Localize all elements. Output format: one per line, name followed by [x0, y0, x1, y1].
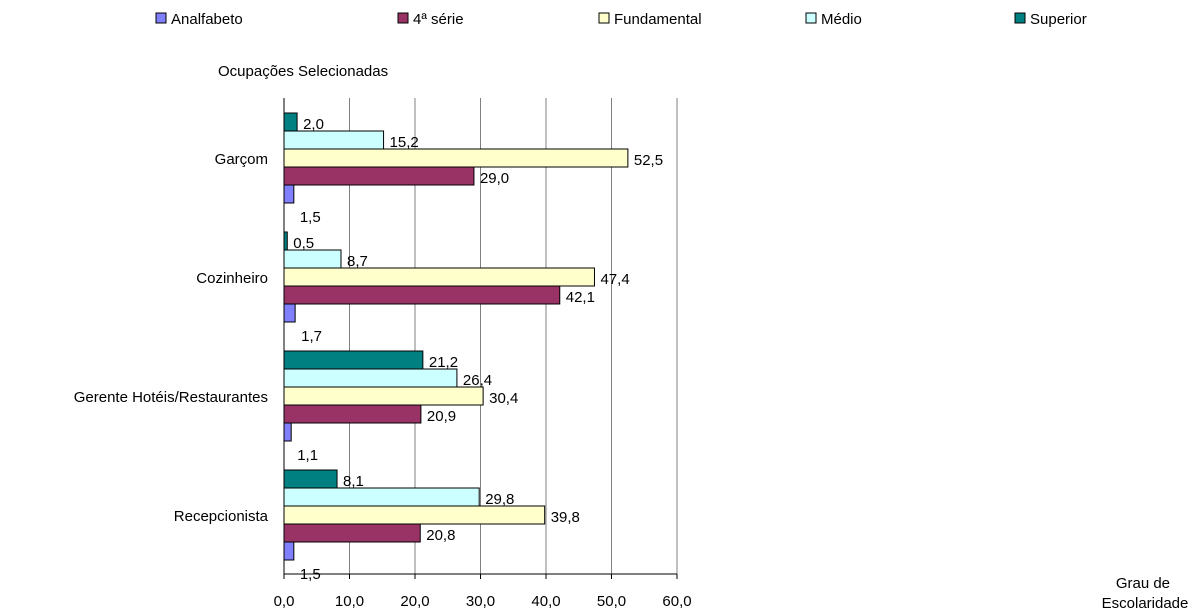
bar-medio-gerente-hoteis-restaurantes: [283, 368, 458, 388]
x-tick-label: 0,0: [274, 593, 295, 610]
x-tick-label: 10,0: [335, 593, 364, 610]
data-label: 1,7: [301, 328, 322, 345]
bar-analfabeto-gerente-hoteis-restaurantes: [283, 422, 292, 442]
legend-label: Superior: [1030, 11, 1087, 28]
value-labels: 2,0 15,2 52,5 29,0 1,5 0,5 8,7 47,4 42,1 1,7 21,2 2…: [293, 116, 663, 583]
bar-medio-garcom: [283, 130, 385, 150]
data-label: 29,8: [485, 491, 514, 508]
x-tick-label: 40,0: [531, 593, 560, 610]
data-label: 0,5: [293, 235, 314, 252]
data-label: 2,0: [303, 116, 324, 133]
bar-fundamental-cozinheiro: [283, 267, 595, 287]
data-label: 8,7: [347, 253, 368, 270]
bars: [283, 112, 629, 561]
legend-item-fundamental: Fundamental: [598, 11, 702, 28]
data-label: 20,9: [427, 408, 456, 425]
data-label: 1,5: [300, 209, 321, 226]
legend-swatch: [598, 12, 610, 24]
legend-item-medio: Médio: [805, 11, 862, 28]
legend-swatch: [1014, 12, 1026, 24]
bar-analfabeto-garcom: [283, 184, 295, 204]
bar-4-serie-cozinheiro: [283, 285, 561, 305]
bar-superior-recepcionista: [283, 469, 338, 489]
bar-analfabeto-recepcionista: [283, 541, 295, 561]
x-tick-label: 20,0: [400, 593, 429, 610]
data-label: 26,4: [463, 372, 492, 389]
data-label: 42,1: [566, 289, 595, 306]
x-axis-title-line-1: Grau de: [1116, 575, 1170, 592]
bar-superior-gerente-hoteis-restaurantes: [283, 350, 424, 370]
bar-analfabeto-cozinheiro: [283, 303, 296, 323]
data-label: 20,8: [426, 527, 455, 544]
bar-4-serie-gerente-hoteis-restaurantes: [283, 404, 422, 424]
category-label-recepcionista: Recepcionista: [174, 508, 269, 525]
y-axis-title: Ocupações Selecionadas: [218, 63, 388, 80]
x-tick-label: 30,0: [466, 593, 495, 610]
legend-label: Médio: [821, 11, 862, 28]
data-label: 47,4: [600, 271, 629, 288]
legend-label: Analfabeto: [171, 11, 243, 28]
bar-fundamental-garcom: [283, 148, 629, 168]
data-label: 52,5: [634, 152, 663, 169]
legend-swatch: [155, 12, 167, 24]
category-label-cozinheiro: Cozinheiro: [196, 270, 268, 287]
x-axis-title: Grau de Escolaridade: [1102, 575, 1189, 612]
legend-label: 4ª série: [413, 11, 464, 28]
category-labels: Garçom Cozinheiro Gerente Hotéis/Restauran…: [74, 151, 269, 525]
legend: Analfabeto 4ª série Fundamental Médio Superi…: [155, 11, 1087, 28]
data-label: 21,2: [429, 354, 458, 371]
data-label: 15,2: [390, 134, 419, 151]
category-label-gerente-hoteis-restaurantes: Gerente Hotéis/Restaurantes: [74, 389, 268, 406]
x-tick-labels: 0,0 10,0 20,0 30,0 40,0 50,0 60,0: [274, 593, 692, 610]
legend-swatch: [397, 12, 409, 24]
bar-fundamental-gerente-hoteis-restaurantes: [283, 386, 484, 406]
data-label: 1,5: [300, 566, 321, 583]
legend-item-analfabeto: Analfabeto: [155, 11, 243, 28]
data-label: 39,8: [551, 509, 580, 526]
legend-label: Fundamental: [614, 11, 702, 28]
bar-medio-recepcionista: [283, 487, 480, 507]
bar-4-serie-recepcionista: [283, 523, 421, 543]
bar-medio-cozinheiro: [283, 249, 342, 269]
data-label: 30,4: [489, 390, 518, 407]
category-label-garcom: Garçom: [215, 151, 268, 168]
legend-item-4-serie: 4ª série: [397, 11, 464, 28]
data-label: 1,1: [297, 447, 318, 464]
legend-item-superior: Superior: [1014, 11, 1087, 28]
data-label: 8,1: [343, 473, 364, 490]
bar-superior-garcom: [283, 112, 298, 132]
x-tick-label: 60,0: [662, 593, 691, 610]
data-label: 29,0: [480, 170, 509, 187]
x-tick-label: 50,0: [597, 593, 626, 610]
legend-swatch: [805, 12, 817, 24]
bar-fundamental-recepcionista: [283, 505, 546, 525]
x-axis-title-line-2: Escolaridade: [1102, 595, 1189, 612]
bar-4-serie-garcom: [283, 166, 475, 186]
